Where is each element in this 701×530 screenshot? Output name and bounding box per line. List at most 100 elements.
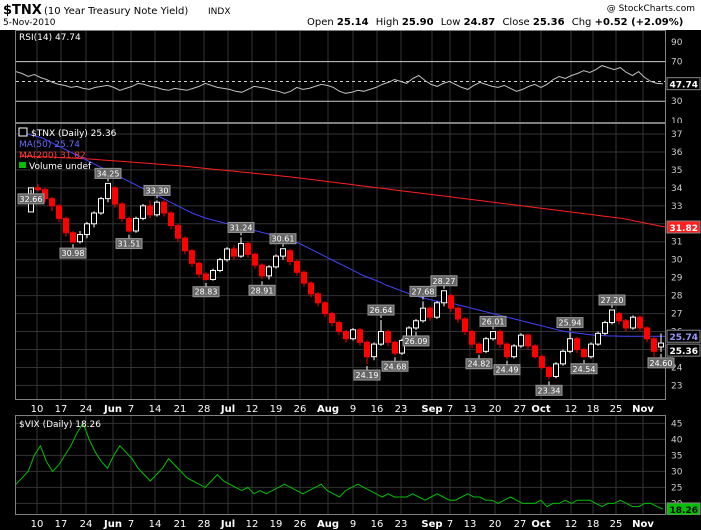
- x-tick-label: 13: [464, 404, 477, 415]
- vix-y-tick: 45: [671, 419, 682, 429]
- x-tick-label: 18: [587, 519, 600, 530]
- candle-down: [294, 261, 300, 273]
- price-annotation: 31.24: [227, 221, 255, 236]
- annotation-box: [409, 285, 437, 297]
- candle-up: [224, 248, 230, 261]
- annotation-box: [647, 357, 675, 369]
- annotation-box: [248, 284, 276, 296]
- annotation-box: [535, 384, 563, 396]
- x-tick-label: 14: [149, 519, 162, 530]
- x-tick-label: Sep: [421, 404, 442, 415]
- candle-down: [539, 356, 545, 368]
- price-y-tick: 29: [671, 274, 683, 284]
- candle-down: [56, 205, 62, 219]
- price-annotation: 24.68: [381, 357, 409, 372]
- candle-down: [49, 198, 55, 207]
- candle-up: [371, 343, 377, 358]
- x-tick-label: 7: [447, 519, 453, 530]
- x-tick-label: Jul: [220, 404, 235, 415]
- price-annotation: 27.20: [598, 294, 626, 308]
- candle-up: [399, 340, 405, 354]
- legend-ma50: MA(50) 25.74: [19, 140, 80, 150]
- candle-up: [560, 350, 566, 365]
- x-tick-label: Jun: [103, 519, 122, 530]
- annotation-label: 33.30: [146, 186, 169, 195]
- value-tag-text: 47.74: [670, 81, 698, 91]
- candle-down: [322, 302, 328, 315]
- candle-up: [588, 343, 594, 358]
- x-tick-label: 9: [350, 519, 356, 530]
- annotation-label: 26.01: [482, 317, 505, 326]
- x-tick-label: 12: [565, 404, 578, 415]
- value-tag-box: [666, 502, 701, 516]
- x-tick-label: Jun: [103, 404, 122, 415]
- candle-down: [574, 338, 580, 351]
- value-tag-text: 18.26: [670, 506, 698, 516]
- candle-down: [343, 331, 349, 340]
- candle-down: [245, 243, 251, 255]
- rsi-y-tick: 90: [671, 38, 683, 48]
- price-y-tick: 35: [671, 166, 682, 176]
- candle-down: [357, 329, 363, 343]
- x-tick-label: 25: [610, 404, 623, 415]
- candle-up: [91, 212, 97, 225]
- x-axis-background: [0, 400, 701, 415]
- annotation-label: 31.24: [230, 223, 253, 232]
- rsi-frame: [15, 30, 666, 123]
- candle-down: [623, 320, 629, 329]
- x-tick-label: Jul: [220, 519, 235, 530]
- open-label: Open: [307, 17, 334, 28]
- candle-up: [77, 234, 83, 243]
- price-panel: 373635343332313029282726252423 32.6630.9…: [0, 123, 701, 400]
- annotation-label: 30.61: [272, 235, 295, 244]
- candle-down: [287, 250, 293, 262]
- price-annotation: 28.83: [192, 282, 220, 298]
- candle-down: [259, 264, 265, 277]
- vix-y-tick: 35: [671, 451, 682, 461]
- candle-down: [147, 205, 153, 216]
- annotation-label: 27.20: [601, 296, 624, 305]
- x-tick-label: 20: [489, 519, 502, 530]
- candle-up: [567, 338, 573, 352]
- rsi-legend: RSI(14) 47.74: [19, 33, 81, 43]
- candle-up: [350, 329, 356, 340]
- value-tag: 25.36: [666, 343, 701, 357]
- value-tag: 18.26: [666, 502, 701, 516]
- vix-frame: [15, 415, 666, 515]
- x-tick-label: 10: [31, 519, 44, 530]
- candle-down: [329, 313, 335, 324]
- price-annotation: 23.34: [535, 381, 563, 396]
- candle-down: [252, 253, 258, 266]
- x-tick-label: 7: [128, 404, 134, 415]
- x-tick-label: 17: [55, 519, 68, 530]
- annotation-label: 28.83: [195, 288, 218, 297]
- candle-down: [546, 366, 552, 377]
- candle-down: [168, 212, 174, 227]
- annotation-box: [402, 335, 430, 347]
- candle-up: [133, 217, 139, 232]
- candle-down: [126, 217, 132, 232]
- annotation-box: [430, 275, 458, 287]
- candle-down: [161, 201, 167, 214]
- price-legend-swatch: [18, 127, 28, 137]
- x-tick-label: Aug: [317, 404, 339, 415]
- annotation-label: 24.19: [356, 371, 379, 380]
- candle-down: [315, 293, 321, 304]
- x-tick-label: 24: [80, 404, 93, 415]
- candle-down: [301, 271, 307, 284]
- candle-down: [455, 307, 461, 320]
- high-value: 25.90: [402, 17, 434, 28]
- x-tick-label: 17: [55, 404, 68, 415]
- candle-down: [581, 349, 587, 358]
- candle-up: [266, 266, 272, 277]
- price-legend: $TNX (Daily) 25.36 MA(50) 25.74 MA(200) …: [18, 127, 117, 172]
- chg-label: Chg: [572, 17, 592, 28]
- candle-down: [112, 187, 118, 205]
- candle-down: [392, 341, 398, 354]
- price-background: [0, 123, 701, 400]
- price-annotation: 33.30: [143, 184, 171, 199]
- candle-down: [189, 250, 195, 264]
- x-tick-label: 12: [246, 404, 259, 415]
- x-tick-label: Aug: [317, 519, 339, 530]
- rsi-y-tick: 30: [671, 97, 683, 107]
